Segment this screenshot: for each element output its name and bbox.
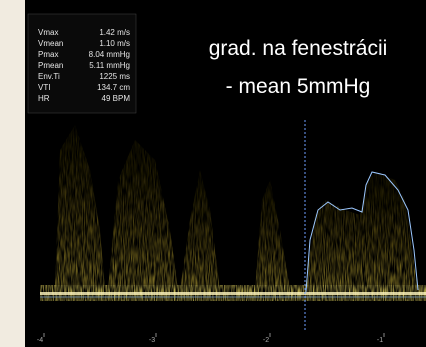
measurement-label: Vmax [38,28,58,37]
measurement-value: 134.7 cm [97,83,130,92]
measurement-label: HR [38,94,50,103]
measurement-value: 1.42 m/s [99,28,130,37]
caption-line: - mean 5mmHg [226,75,371,98]
measurement-label: Pmax [38,50,58,59]
baseline [40,292,426,295]
axis-label: -2 [263,337,269,344]
axis-label: -4 [37,337,43,344]
measurement-value: 1225 ms [99,72,130,81]
measurement-value: 1.10 m/s [99,39,130,48]
caption-line: grad. na fenestrácii [209,37,388,60]
axis-label: -3 [149,337,155,344]
measurement-label: Env.Ti [38,72,60,81]
doppler-image: grad. na fenestrácii - mean 5mmHg Vmax 1.… [0,0,426,347]
measurement-label: Pmean [38,61,63,70]
slide: grad. na fenestrácii - mean 5mmHg Vmax 1.… [0,0,426,347]
measurement-value: 49 BPM [102,94,131,103]
measurement-value: 5.11 mmHg [89,61,130,70]
measurement-value: 8.04 mmHg [89,50,130,59]
measurement-label: Vmean [38,39,63,48]
measurement-label: VTI [38,83,50,92]
slide-margin [0,0,25,347]
axis-label: -1 [377,337,383,344]
